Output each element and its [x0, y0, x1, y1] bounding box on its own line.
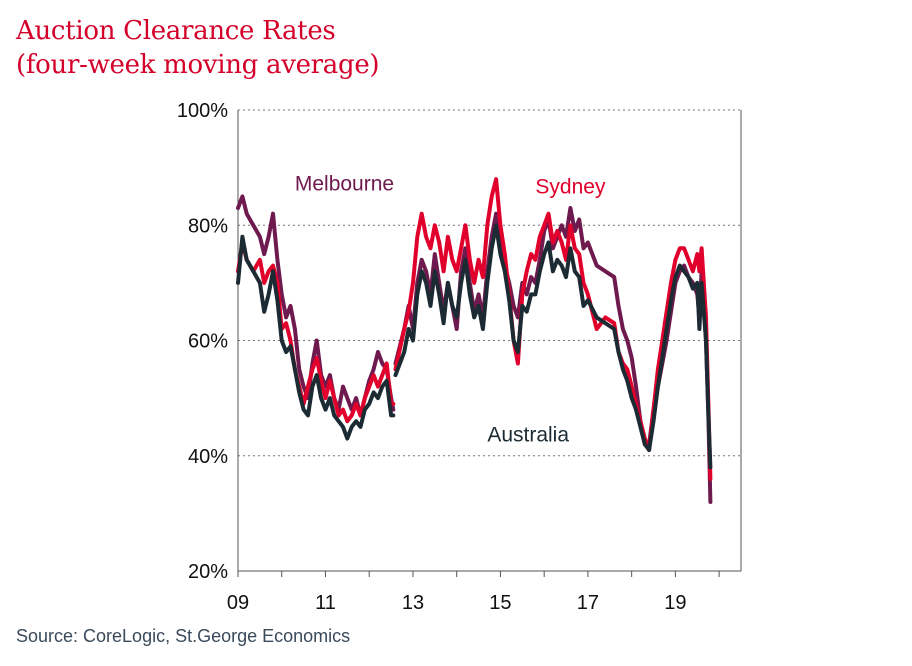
chart-grid [238, 109, 741, 457]
chart-title-line1: Auction Clearance Rates [16, 16, 336, 46]
series-label-melbourne: Melbourne [295, 173, 394, 196]
chart-axes [237, 110, 742, 577]
y-tick-label: 20% [188, 561, 228, 583]
series-line-australia [393, 223, 713, 470]
y-tick-label: 100% [177, 100, 228, 122]
x-tick-label: 17 [577, 592, 599, 614]
x-tick-label: 15 [489, 592, 511, 614]
line-chart: 20% 40% 60% 80% 100% 09 11 13 15 17 19 Melbourne Sy… [177, 100, 742, 614]
x-tick-label: 09 [227, 592, 249, 614]
x-tick-label: 19 [664, 592, 686, 614]
series-line-australia [236, 234, 396, 441]
x-tick-label: 13 [402, 592, 424, 614]
chart-ticks: 20% 40% 60% 80% 100% 09 11 13 15 17 19 [177, 100, 687, 614]
series-label-australia: Australia [487, 423, 569, 446]
y-tick-label: 40% [188, 446, 228, 468]
chart-title-line2: (four-week moving average) [16, 50, 380, 80]
chart-series [236, 177, 713, 504]
y-tick-label: 80% [188, 215, 228, 237]
series-line-sydney [236, 240, 396, 424]
series-line-sydney [393, 177, 713, 481]
series-line-melbourne [236, 194, 396, 418]
chart-labels: Melbourne Sydney Australia [295, 173, 606, 447]
y-tick-label: 60% [188, 331, 228, 353]
chart-title: Auction Clearance Rates (four-week movin… [16, 14, 380, 82]
x-tick-label: 11 [315, 592, 336, 614]
series-label-sydney: Sydney [535, 176, 606, 199]
source-note: Source: CoreLogic, St.George Economics [16, 626, 351, 646]
